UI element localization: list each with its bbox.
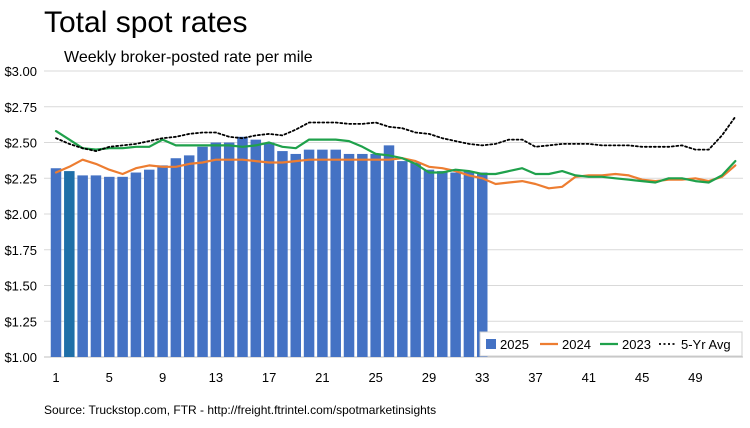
bar-2025 xyxy=(410,162,421,357)
y-tick-label: $2.25 xyxy=(4,171,37,186)
x-tick-label: 49 xyxy=(688,370,702,385)
bar-2025 xyxy=(343,153,355,357)
bar-2025 xyxy=(317,149,328,357)
bar-2025 xyxy=(357,153,368,357)
x-tick-label: 29 xyxy=(422,370,436,385)
bar-2025 xyxy=(64,171,75,357)
bar-2025 xyxy=(303,149,315,357)
x-tick-label: 21 xyxy=(315,370,329,385)
bar-2025 xyxy=(290,153,302,357)
bar-2025 xyxy=(104,176,115,357)
legend-label: 2024 xyxy=(562,337,591,352)
line-2023 xyxy=(54,130,737,184)
bar-2025 xyxy=(90,175,102,357)
bar-2025 xyxy=(210,142,222,357)
x-tick-label: 45 xyxy=(635,370,649,385)
y-tick-label: $1.25 xyxy=(4,314,37,329)
bar-2025 xyxy=(130,172,142,357)
legend-label: 2023 xyxy=(622,337,651,352)
bar-2025 xyxy=(476,172,488,357)
bar-2025 xyxy=(423,169,435,357)
bar-2025 xyxy=(223,142,235,357)
bar-2025 xyxy=(383,145,395,357)
bars-2025 xyxy=(50,136,488,357)
legend: 2025 2024 2023 5-Yr Avg xyxy=(479,331,743,357)
x-tick-label: 17 xyxy=(262,370,276,385)
bar-2025 xyxy=(330,149,341,357)
bar-2025 xyxy=(157,165,168,357)
bar-2025 xyxy=(197,146,208,357)
legend-label: 5-Yr Avg xyxy=(681,337,731,352)
legend-label: 2025 xyxy=(500,337,529,352)
line-2024 xyxy=(54,157,737,190)
x-tick-label: 37 xyxy=(528,370,542,385)
bar-2025 xyxy=(277,151,288,357)
bar-2025 xyxy=(463,171,475,357)
y-tick-label: $2.50 xyxy=(4,136,37,151)
bar-2025 xyxy=(50,168,62,357)
line-5-yr-avg xyxy=(55,115,737,153)
chart-subtitle: Weekly broker-posted rate per mile xyxy=(64,49,313,66)
x-tick-label: 33 xyxy=(475,370,489,385)
x-axis-ticks: 1 5 9 13 17 21 25 29 33 37 41 45 49 xyxy=(52,370,702,385)
bar-2025 xyxy=(437,171,448,357)
x-tick-label: 41 xyxy=(582,370,596,385)
bar-2025 xyxy=(117,176,128,357)
x-tick-label: 13 xyxy=(209,370,223,385)
bar-2025 xyxy=(237,136,248,357)
bar-2025 xyxy=(183,155,195,357)
y-tick-label: $2.75 xyxy=(4,100,37,115)
bar-2025 xyxy=(370,153,381,357)
y-tick-label: $1.50 xyxy=(4,279,37,294)
y-tick-label: $2.00 xyxy=(4,207,37,222)
y-tick-label: $1.00 xyxy=(4,350,37,365)
line-series xyxy=(54,115,737,190)
bar-2025 xyxy=(77,175,88,357)
y-axis-ticks: $1.00 $1.25 $1.50 $1.75 $2.00 $2.25 $2.50 $2.75… xyxy=(4,64,37,365)
bar-2025 xyxy=(450,172,461,357)
y-tick-label: $3.00 xyxy=(4,64,37,79)
x-tick-label: 25 xyxy=(368,370,382,385)
bar-2025 xyxy=(263,142,275,357)
source-note: Source: Truckstop.com, FTR - http://frei… xyxy=(44,403,437,417)
bar-2025 xyxy=(397,161,408,357)
bar-2025 xyxy=(170,158,182,357)
y-tick-label: $1.75 xyxy=(4,243,37,258)
bar-2025 xyxy=(143,169,155,357)
bar-2025 xyxy=(250,139,262,357)
x-tick-label: 9 xyxy=(159,370,166,385)
x-tick-label: 1 xyxy=(52,370,59,385)
page-title: Total spot rates xyxy=(44,6,248,39)
x-tick-label: 5 xyxy=(106,370,113,385)
legend-swatch-2025 xyxy=(486,339,496,349)
